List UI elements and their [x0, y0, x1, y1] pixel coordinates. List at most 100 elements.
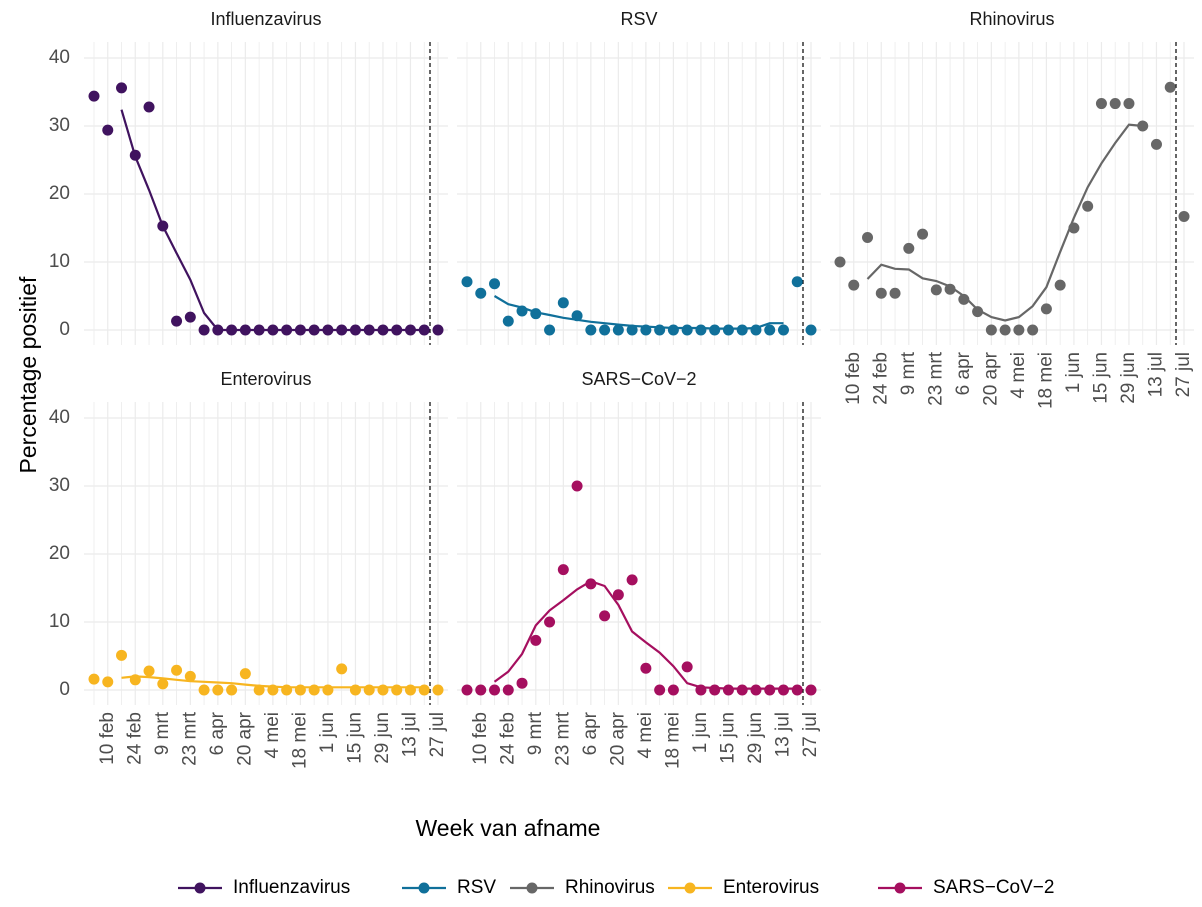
data-point — [736, 324, 748, 336]
panel-title: Enterovirus — [220, 369, 311, 389]
data-point — [1150, 138, 1162, 150]
data-point — [530, 634, 542, 646]
x-tick-label: 6 apr — [953, 351, 974, 395]
y-tick-label: 0 — [59, 679, 70, 700]
x-tick-label: 1 jun — [690, 712, 711, 753]
data-point — [917, 228, 929, 240]
data-point — [349, 324, 361, 336]
x-tick-label: 10 feb — [97, 712, 118, 765]
data-point — [432, 324, 444, 336]
data-point — [143, 101, 155, 113]
panel-title: SARS−CoV−2 — [581, 369, 696, 389]
data-point — [557, 564, 569, 576]
y-tick-label: 20 — [49, 543, 70, 564]
data-point — [294, 324, 306, 336]
data-point — [750, 684, 762, 696]
data-point — [432, 684, 444, 696]
data-point — [253, 324, 265, 336]
data-point — [418, 684, 430, 696]
data-point — [502, 684, 514, 696]
data-point — [777, 684, 789, 696]
x-tick-label: 10 feb — [470, 712, 491, 765]
data-point — [102, 124, 114, 136]
data-point — [848, 279, 860, 291]
data-point — [226, 324, 238, 336]
x-tick-label: 4 mei — [262, 712, 283, 758]
y-tick-label: 10 — [49, 611, 70, 632]
x-tick-label: 20 apr — [980, 351, 1001, 406]
legend-label: Enterovirus — [723, 877, 819, 898]
x-tick-label: 9 mrt — [525, 711, 546, 755]
data-point — [626, 324, 638, 336]
data-point — [88, 90, 100, 102]
data-point — [557, 297, 569, 309]
x-tick-label: 13 jul — [399, 712, 420, 757]
x-axis-title: Week van afname — [416, 815, 601, 841]
data-point — [157, 220, 169, 232]
x-tick-label: 29 jun — [745, 712, 766, 764]
data-point — [599, 324, 611, 336]
x-tick-label: 24 feb — [497, 712, 518, 765]
x-tick-label: 18 mei — [1035, 352, 1056, 409]
x-tick-label: 27 jul — [800, 712, 821, 757]
data-point — [612, 324, 624, 336]
data-point — [171, 315, 183, 327]
data-point — [404, 324, 416, 336]
legend-point — [526, 882, 538, 894]
data-point — [1123, 98, 1135, 110]
data-point — [516, 305, 528, 317]
x-tick-label: 4 mei — [635, 712, 656, 758]
data-point — [322, 684, 334, 696]
data-point — [129, 674, 141, 686]
data-point — [294, 684, 306, 696]
data-point — [667, 684, 679, 696]
data-point — [308, 684, 320, 696]
data-point — [571, 480, 583, 492]
data-point — [999, 324, 1011, 336]
data-point — [377, 324, 389, 336]
y-tick-label: 20 — [49, 183, 70, 204]
x-tick-label: 20 apr — [607, 711, 628, 766]
legend-label: Rhinovirus — [565, 877, 655, 898]
data-point — [709, 684, 721, 696]
data-point — [1164, 81, 1176, 93]
legend-point — [194, 882, 206, 894]
data-point — [544, 616, 556, 628]
x-tick-label: 6 apr — [207, 711, 228, 755]
data-point — [640, 324, 652, 336]
x-tick-label: 1 jun — [1063, 352, 1084, 393]
data-point — [944, 283, 956, 295]
y-tick-label: 40 — [49, 47, 70, 68]
y-tick-label: 0 — [59, 319, 70, 340]
x-tick-label: 15 jun — [1090, 352, 1111, 404]
data-point — [1054, 279, 1066, 291]
data-point — [709, 324, 721, 336]
data-point — [1137, 120, 1149, 132]
x-tick-label: 10 feb — [843, 352, 864, 405]
data-point — [363, 684, 375, 696]
data-point — [226, 684, 238, 696]
data-point — [475, 684, 487, 696]
data-point — [391, 684, 403, 696]
data-point — [764, 324, 776, 336]
data-point — [985, 324, 997, 336]
data-point — [267, 324, 279, 336]
data-point — [654, 324, 666, 336]
data-point — [862, 232, 874, 244]
data-point — [585, 578, 597, 590]
data-point — [143, 665, 155, 677]
x-tick-label: 29 jun — [1118, 352, 1139, 404]
data-point — [889, 287, 901, 299]
legend-point — [418, 882, 430, 894]
trend-line — [866, 123, 1143, 322]
data-point — [184, 670, 196, 682]
data-point — [1095, 98, 1107, 110]
data-point — [626, 574, 638, 586]
panel-title: Rhinovirus — [969, 9, 1054, 29]
data-point — [489, 278, 501, 290]
data-point — [212, 684, 224, 696]
data-point — [129, 149, 141, 161]
x-tick-label: 27 jul — [1173, 352, 1194, 397]
data-point — [157, 678, 169, 690]
